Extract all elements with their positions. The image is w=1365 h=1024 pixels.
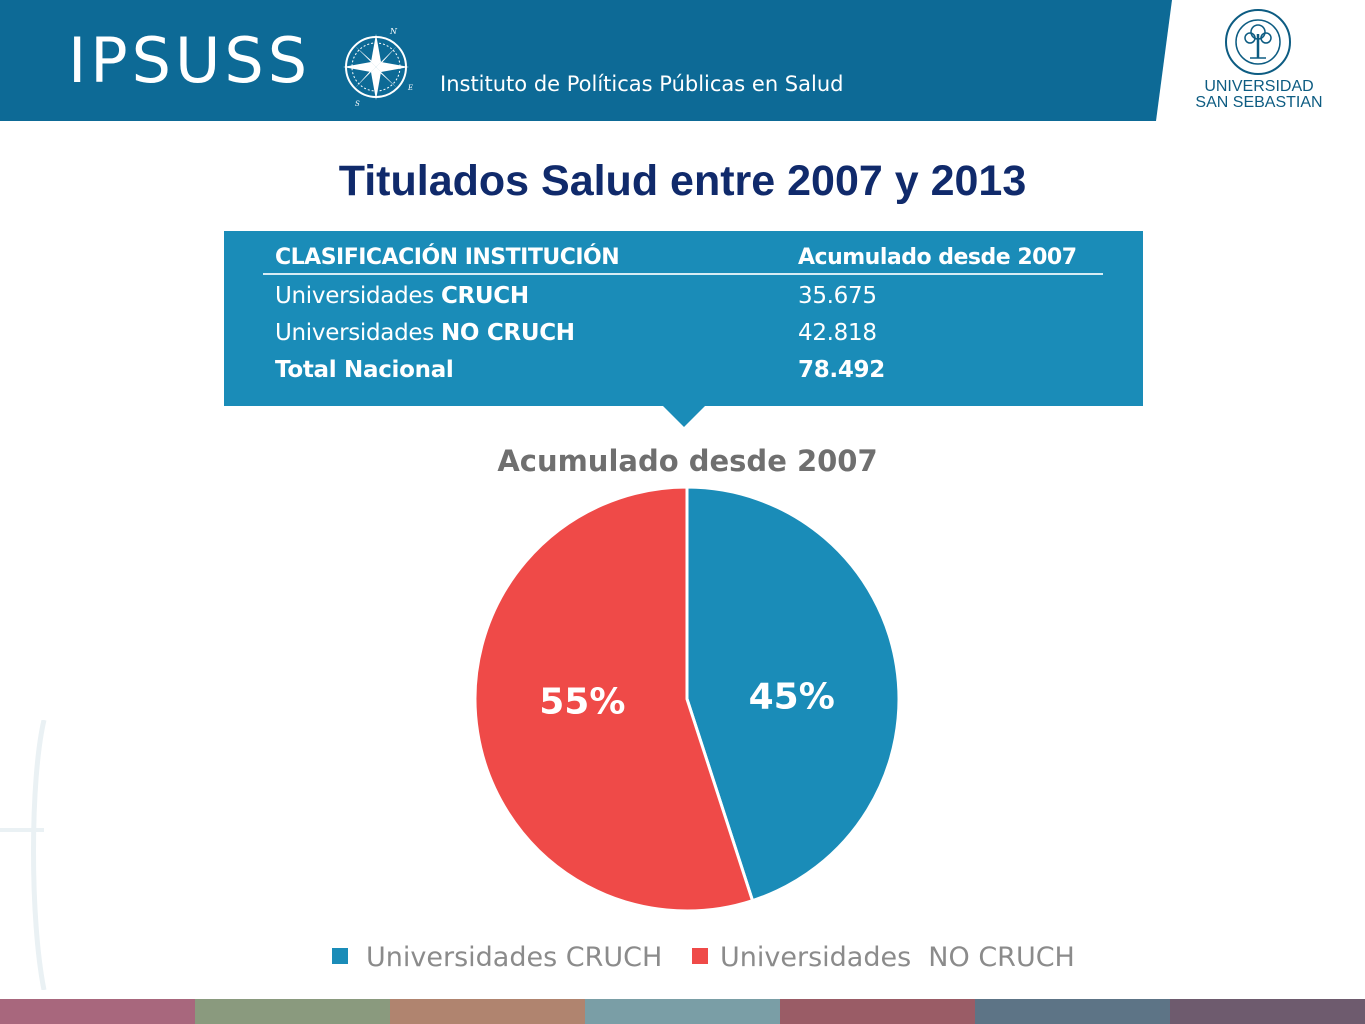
pie-label-no-cruch: 55% (539, 681, 625, 722)
row-label-text: Universidades (275, 283, 441, 309)
table-row-value: 35.675 (798, 283, 877, 309)
header-bar: IPSUSS N E S Instituto de Políticas Públ… (0, 0, 1365, 121)
ipsuss-logo: IPSUSS (68, 24, 312, 97)
svg-text:S: S (355, 100, 360, 108)
footer-color-block (390, 999, 585, 1024)
footer-color-block (1170, 999, 1365, 1024)
legend-label: Universidades CRUCH (366, 942, 663, 973)
footer-color-block (585, 999, 780, 1024)
summary-table (224, 231, 1143, 406)
row-label-text: Universidades (275, 320, 441, 346)
footer-color-strip (0, 999, 1365, 1024)
row-label-bold: Total Nacional (275, 357, 454, 383)
table-header-accumulated: Acumulado desde 2007 (798, 245, 1077, 270)
table-row-value: 42.818 (798, 320, 877, 346)
footer-color-block (780, 999, 975, 1024)
callout-arrow (662, 405, 706, 427)
table-header-classification: CLASIFICACIÓN INSTITUCIÓN (275, 245, 620, 270)
row-label-bold: NO CRUCH (440, 320, 575, 346)
watermark-shape (0, 720, 47, 990)
svg-text:N: N (389, 27, 398, 36)
row-label-bold: CRUCH (440, 283, 529, 309)
legend-label: Universidades NO CRUCH (720, 942, 1075, 973)
university-seal-icon (1225, 9, 1291, 75)
university-line2: SAN SEBASTIAN (1195, 94, 1323, 111)
table-header-rule (263, 273, 1103, 275)
header-divider (1156, 0, 1365, 121)
footer-color-block (195, 999, 390, 1024)
pie-slice-cruch (685, 485, 901, 903)
footer-color-block (975, 999, 1170, 1024)
pie-label-cruch: 45% (749, 677, 835, 718)
university-name: UNIVERSIDAD SAN SEBASTIAN (1183, 79, 1335, 111)
university-line1: UNIVERSIDAD (1204, 78, 1314, 95)
legend-swatch (692, 948, 708, 964)
footer-color-block (0, 999, 195, 1024)
svg-text:E: E (407, 84, 413, 92)
table-row-total-value: 78.492 (798, 357, 885, 383)
pie-chart: 45% 55% (473, 485, 901, 913)
table-row-label: Universidades NO CRUCH (275, 320, 575, 346)
slide-title: Titulados Salud entre 2007 y 2013 (338, 157, 1027, 205)
table-row-label: Universidades CRUCH (275, 283, 529, 309)
chart-title: Acumulado desde 2007 (497, 444, 878, 478)
pie-slice-no-cruch (473, 485, 755, 913)
compass-icon: N E S (343, 27, 413, 108)
legend-swatch (332, 948, 348, 964)
institute-name: Instituto de Políticas Públicas en Salud (440, 72, 844, 96)
table-row-total-label: Total Nacional (275, 357, 454, 383)
